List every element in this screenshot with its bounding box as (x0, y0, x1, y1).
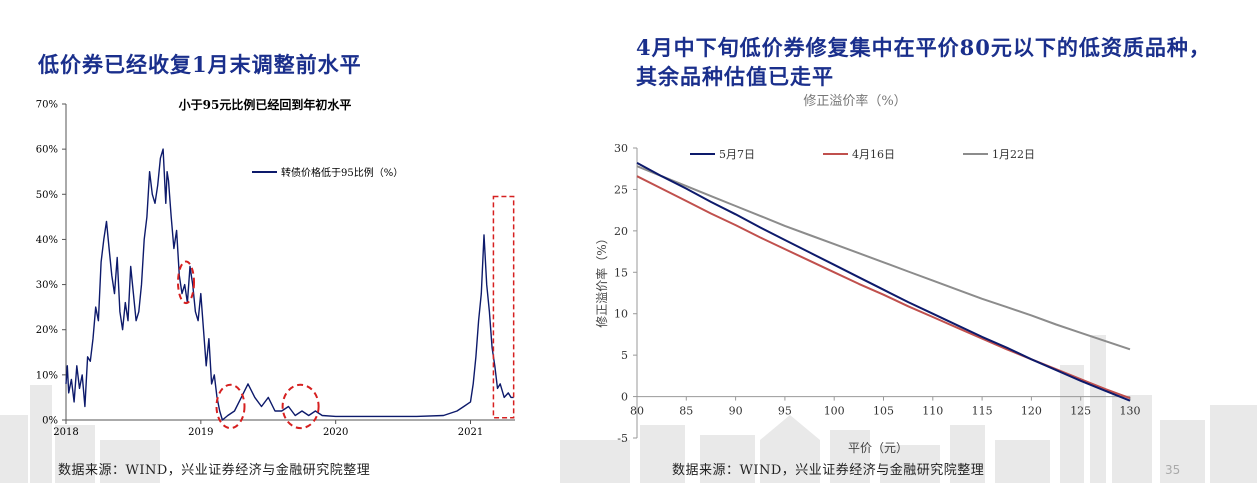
left-annotation-circle (177, 260, 196, 305)
right-chart: 修正溢价率（%） -5 0 5 10 15 20 25 30 80 85 90 95 100 105 11… (594, 93, 1141, 455)
right-y-tick-label: 15 (614, 266, 628, 279)
left-annotation-circle (281, 383, 320, 430)
left-chart: 小于95元比例已经回到年初水平 0%10%20%30%40%50%60%70% … (36, 97, 515, 438)
right-chart-title: 修正溢价率（%） (803, 93, 906, 109)
right-x-tick-label: 105 (873, 405, 894, 418)
left-x-tick-label: 2021 (458, 427, 483, 438)
right-series-line-1 (636, 175, 1131, 400)
right-x-tick-label: 85 (679, 405, 693, 418)
right-series-line-0 (636, 162, 1131, 402)
right-legend-label-1: 4月16日 (852, 148, 895, 161)
left-y-tick-label: 30% (36, 280, 58, 291)
left-x-tick-label: 2020 (323, 427, 348, 438)
right-data-source: 数据来源：WIND，兴业证券经济与金融研究院整理 (672, 463, 985, 478)
left-series-line-0 (65, 148, 514, 421)
right-chart-ylabel: 修正溢价率（%） (594, 232, 609, 327)
left-annotation-circle (215, 383, 246, 430)
right-legend-label-2: 1月22日 (992, 148, 1035, 161)
left-y-tick-label: 20% (36, 325, 58, 336)
left-x-tick-label: 2018 (53, 427, 78, 438)
right-x-tick-label: 110 (922, 405, 943, 418)
right-x-tick-label: 130 (1120, 405, 1141, 418)
right-x-tick-label: 125 (1070, 405, 1091, 418)
right-chart-xlabel: 平价（元） (848, 441, 908, 455)
right-y-tick-label: 25 (614, 183, 628, 196)
right-y-tick-label: 0 (621, 391, 628, 404)
right-page-title: 4月中下旬低价券修复集中在平价80元以下的低资质品种，其余品种估值已走平 (636, 35, 1211, 89)
left-y-tick-label: 70% (36, 100, 58, 111)
left-y-tick-label: 0% (42, 416, 58, 427)
left-page-title: 低价券已经收复1月末调整前水平 (38, 52, 362, 77)
right-x-tick-label: 115 (972, 405, 993, 418)
left-y-tick-label: 10% (36, 370, 58, 381)
left-data-source: 数据来源：WIND，兴业证券经济与金融研究院整理 (58, 463, 371, 478)
right-x-tick-label: 95 (778, 405, 792, 418)
left-y-tick-label: 40% (36, 235, 58, 246)
right-y-tick-label: 20 (614, 225, 628, 238)
left-y-tick-label: 50% (36, 190, 58, 201)
right-x-tick-label: 80 (630, 405, 644, 418)
right-y-tick-label: 5 (621, 349, 628, 362)
left-y-tick-label: 60% (36, 145, 58, 156)
right-legend-label-0: 5月7日 (719, 148, 755, 161)
right-y-tick-label: 30 (614, 142, 628, 155)
left-annotation-rect (492, 195, 515, 419)
right-x-tick-label: 100 (824, 405, 845, 418)
page-number: 35 (1165, 463, 1181, 477)
left-x-tick-label: 2019 (188, 427, 213, 438)
left-legend-label: 转债价格低于95比例（%） (281, 166, 403, 179)
right-x-tick-label: 120 (1021, 405, 1042, 418)
right-series-line-2 (636, 165, 1131, 351)
right-y-tick-label: 10 (614, 308, 628, 321)
right-y-tick-label: -5 (617, 432, 628, 445)
right-x-tick-label: 90 (729, 405, 743, 418)
left-chart-title: 小于95元比例已经回到年初水平 (179, 97, 352, 112)
